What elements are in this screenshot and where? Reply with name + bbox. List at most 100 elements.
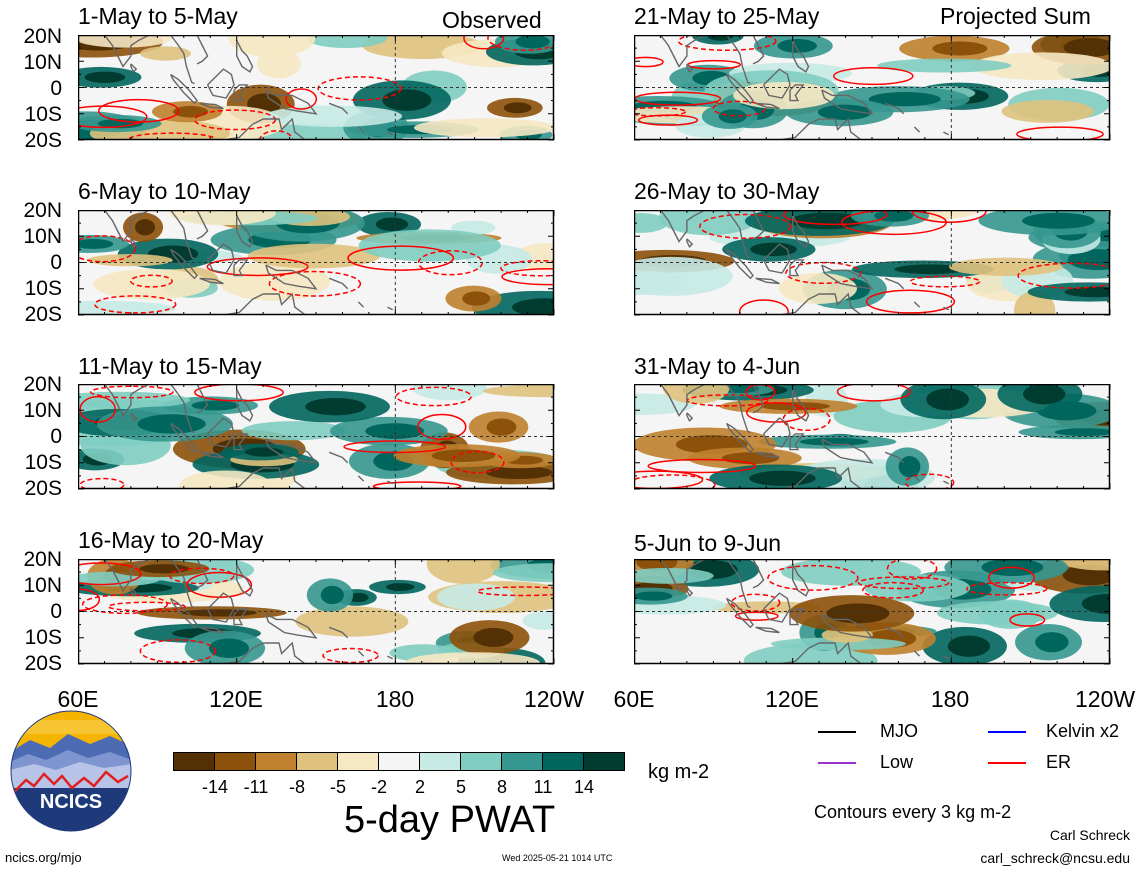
coastline — [357, 301, 365, 308]
y-tick-label: 20N — [23, 373, 62, 396]
er-contour — [965, 581, 1048, 596]
er-contour — [634, 106, 687, 117]
map-panel — [634, 35, 1122, 152]
pwat-anomaly-core — [947, 635, 991, 657]
colorbar-swatch — [501, 752, 543, 771]
pwat-anomaly-blob — [87, 254, 173, 267]
er-contour — [193, 109, 277, 131]
pwat-anomaly-core — [139, 564, 190, 574]
coastline — [170, 559, 195, 609]
coastline — [233, 84, 249, 102]
map-panel — [634, 559, 1122, 676]
pwat-anomaly-blob — [413, 118, 554, 138]
er-contour — [81, 594, 169, 615]
pwat-anomaly-blob — [140, 46, 192, 61]
coastline — [913, 126, 921, 133]
pwat-anomaly-core — [817, 104, 872, 120]
y-tick-label: 0 — [50, 600, 62, 623]
colorbar-tick: -2 — [370, 777, 387, 797]
y-tick-label: 10N — [23, 399, 62, 422]
coastline — [196, 210, 209, 240]
er-contour — [206, 257, 309, 277]
coastline — [789, 259, 805, 277]
pwat-anomaly-core — [1035, 632, 1069, 653]
contour-note: Contours every 3 kg m-2 — [814, 802, 1012, 822]
x-tick-label: 180 — [375, 686, 415, 712]
er-contour — [417, 413, 467, 440]
panel-title: 6-May to 10-May — [78, 178, 251, 204]
coastline — [103, 210, 150, 243]
colorbar-swatch — [296, 752, 338, 771]
coastline — [196, 384, 209, 414]
pwat-anomaly-core — [512, 298, 554, 315]
coastline — [170, 35, 195, 85]
coastline — [686, 587, 694, 597]
map-panel — [78, 210, 566, 327]
coastline — [762, 68, 791, 99]
y-tick-label: 20S — [24, 129, 62, 152]
er-contour — [79, 477, 125, 489]
colorbar-swatch — [255, 752, 297, 771]
coastline — [263, 117, 306, 140]
coastline — [235, 563, 254, 597]
colorbar-swatch — [583, 752, 625, 771]
coastline — [659, 559, 706, 592]
pwat-anomaly-core — [375, 217, 409, 232]
map-panel — [634, 210, 1122, 327]
coastline — [779, 467, 820, 489]
pwat-anomaly-core — [473, 627, 514, 647]
pwat-anomaly-blob — [228, 35, 316, 58]
x-tick-label: 120E — [209, 686, 263, 712]
coastline — [223, 642, 264, 664]
pwat-anomaly-core — [634, 591, 673, 601]
er-contour — [909, 275, 981, 288]
coastline — [791, 214, 810, 248]
coastline — [819, 466, 862, 489]
pwat-anomaly-core — [874, 210, 914, 222]
coastline — [789, 608, 805, 626]
pwat-anomaly-core — [320, 585, 344, 605]
er-contour — [98, 98, 180, 123]
colorbar-tick: -8 — [288, 777, 305, 797]
er-contour — [129, 274, 173, 288]
projected-sum-label: Projected Sum — [940, 3, 1091, 29]
coastline — [779, 642, 820, 664]
er-contour — [988, 566, 1036, 589]
er-contour — [395, 386, 472, 407]
er-contour — [836, 384, 911, 402]
coastline — [819, 117, 862, 140]
pwat-anomaly-core — [386, 583, 415, 591]
pwat-anomaly-core — [926, 388, 970, 411]
y-tick-label: 10N — [23, 51, 62, 74]
coastline — [725, 73, 754, 105]
pwat-anomaly-blob — [404, 652, 540, 664]
coastline — [357, 126, 365, 133]
coastline — [130, 63, 138, 73]
coastline — [328, 277, 349, 290]
pwat-anomaly-blob — [1001, 100, 1094, 123]
er-contour — [857, 576, 950, 590]
coastline — [819, 292, 862, 315]
coastline — [913, 301, 921, 308]
legend-label: Kelvin x2 — [1046, 721, 1120, 741]
site-url: ncics.org/mjo — [5, 850, 82, 865]
coastline — [387, 480, 394, 485]
pwat-anomaly-blob — [634, 567, 714, 584]
coastline — [199, 451, 224, 459]
er-contour — [782, 210, 888, 226]
er-contour — [634, 56, 664, 68]
er-contour — [78, 562, 142, 586]
colorbar-swatch — [337, 752, 379, 771]
y-tick-label: 0 — [50, 77, 62, 100]
legend-label: ER — [1046, 752, 1072, 772]
pwat-anomaly-core — [749, 470, 816, 486]
pwat-anomaly-core — [208, 638, 250, 659]
x-tick-label-clipped: 120W — [1075, 688, 1135, 711]
map-panel — [634, 384, 1122, 501]
coastline — [821, 264, 874, 290]
colorbar-swatch — [378, 752, 420, 771]
y-tick-label: 20N — [23, 548, 62, 571]
pwat-anomaly-core — [78, 239, 114, 249]
er-contour — [268, 270, 362, 297]
y-tick-label: 0 — [50, 251, 62, 274]
